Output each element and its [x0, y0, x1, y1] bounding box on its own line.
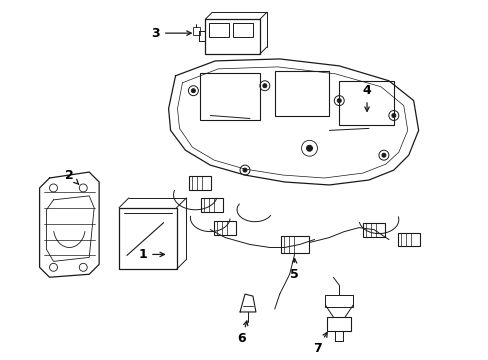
- Bar: [339, 81, 393, 125]
- Bar: [274, 71, 328, 116]
- Circle shape: [306, 145, 312, 151]
- Text: 6: 6: [237, 321, 247, 345]
- Bar: [362, 223, 384, 237]
- Bar: [201, 198, 223, 212]
- Bar: [209, 23, 229, 37]
- Bar: [280, 235, 308, 253]
- Bar: [214, 221, 236, 235]
- Bar: [200, 73, 259, 121]
- Text: 7: 7: [312, 332, 326, 355]
- Bar: [205, 19, 259, 54]
- Bar: [397, 233, 419, 247]
- Circle shape: [243, 168, 246, 172]
- Circle shape: [191, 89, 195, 93]
- Circle shape: [263, 84, 266, 88]
- Circle shape: [337, 99, 341, 103]
- Bar: [233, 23, 252, 37]
- Text: 1: 1: [138, 248, 164, 261]
- Text: 5: 5: [290, 258, 298, 281]
- Bar: [193, 27, 200, 35]
- Text: 4: 4: [362, 84, 371, 111]
- Circle shape: [381, 153, 385, 157]
- Text: 2: 2: [65, 168, 79, 184]
- Bar: [326, 317, 350, 331]
- Bar: [189, 176, 211, 190]
- Text: 3: 3: [151, 27, 191, 40]
- Circle shape: [391, 113, 395, 117]
- Bar: [119, 208, 176, 269]
- Bar: [325, 295, 352, 307]
